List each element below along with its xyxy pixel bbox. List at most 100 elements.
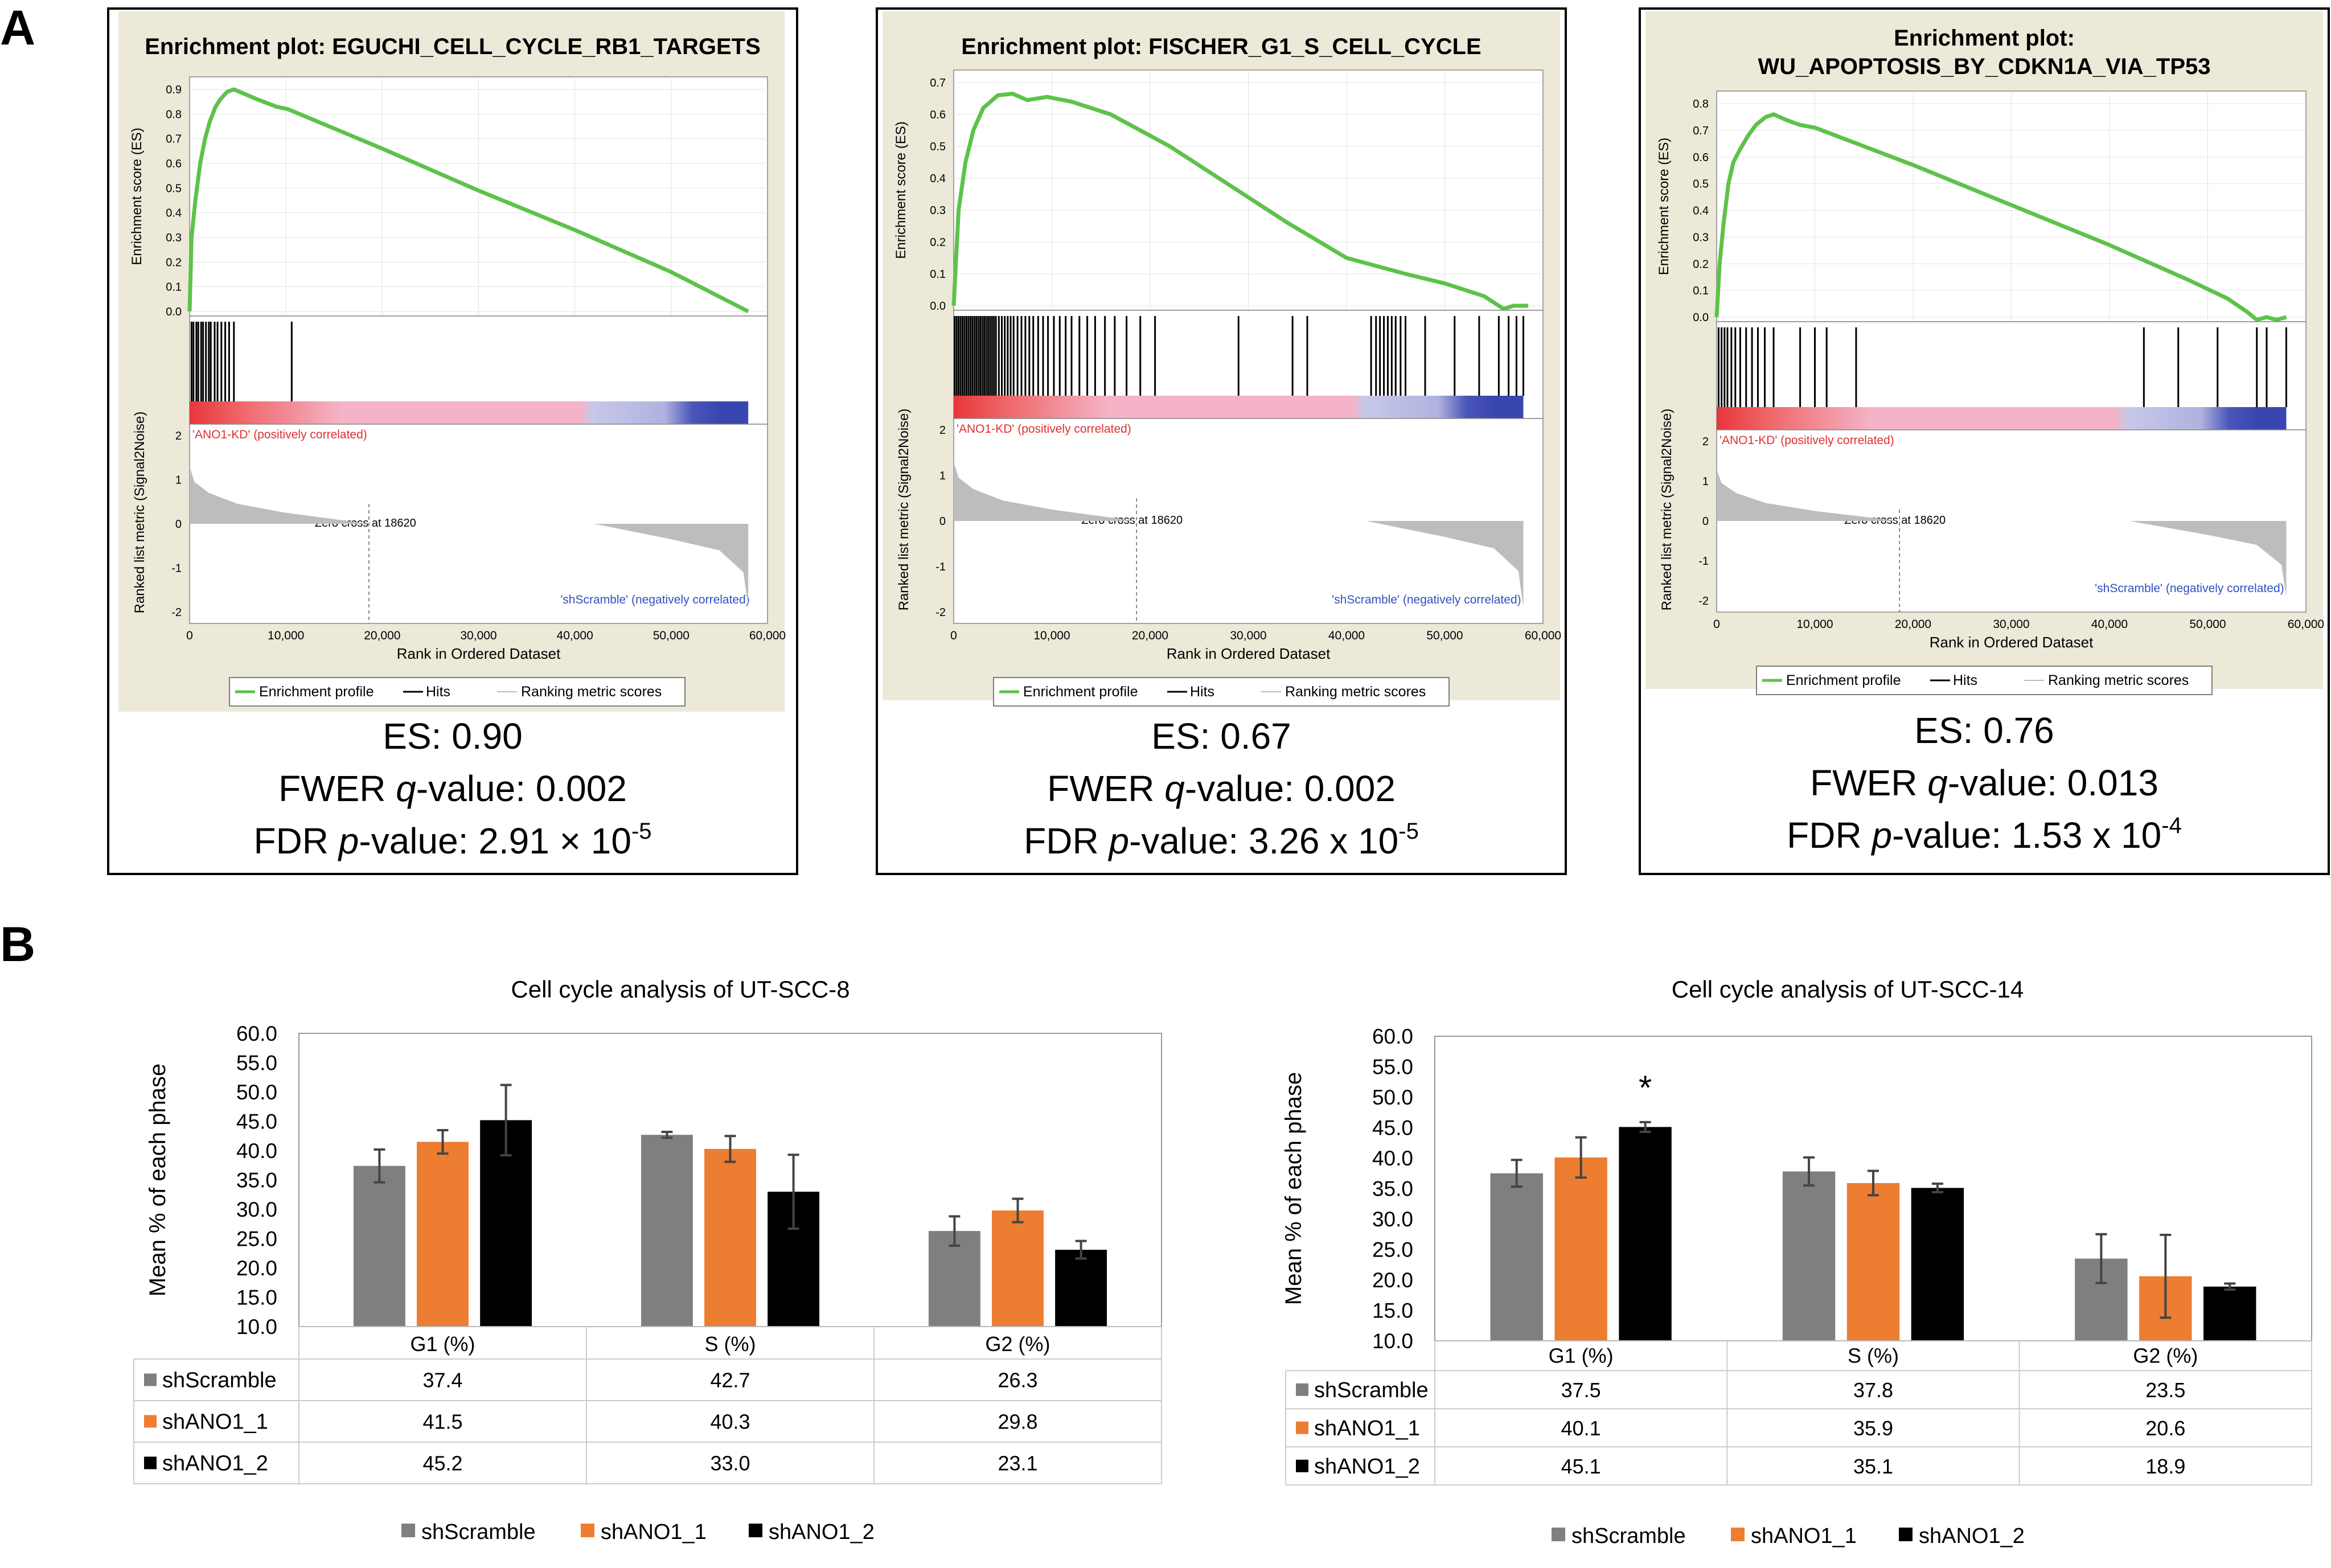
metric-negative-area [2129,521,2287,597]
metric-tick-label: 0 [175,518,182,531]
metric-tick-label: -1 [171,563,182,575]
stat-fwer-part: q [1927,762,1948,803]
legend-swatch-shScramble [401,1524,415,1537]
x-tick-label: 50,000 [2189,618,2226,631]
negative-correlation-label: 'shScramble' (negatively correlated) [2095,582,2284,595]
bar-y-tick-label: 10.0 [236,1315,277,1339]
ranking-color-bar [1717,407,2287,430]
es-tick-label: 0.8 [1693,98,1709,110]
table-value-cell: 37.4 [422,1368,462,1392]
bar-chart-2: Cell cycle analysis of UT-SCC-14 60.0 55.0… [1281,976,2312,1548]
ranking-color-bar [190,401,749,424]
legend-hits-label: Hits [426,684,450,700]
metric-tick-label: -1 [935,561,946,573]
bar-y-axis-label: Mean % of each phase [145,1064,170,1296]
table-value-cell: 18.9 [2145,1455,2185,1478]
metric-positive-area [1717,469,1900,521]
es-tick-label: 0.9 [166,84,182,96]
es-tick-label: 0.3 [1693,231,1709,244]
stat-fwer-part: FWER [278,768,396,809]
x-tick-label: 40,000 [557,629,593,642]
stat-fwer-part: -value: 0.002 [1185,768,1396,809]
bar-y-axis-label: Mean % of each phase [1281,1072,1306,1305]
x-tick-label: 60,000 [749,629,786,642]
bar-shANO1_2 [1055,1250,1107,1327]
stat-fdr-part: FDR [253,820,338,861]
table-series-swatch [1296,1421,1308,1434]
enrichment-profile-line [187,87,749,314]
es-tick-label: 0.7 [930,77,946,89]
table-header-cell: G1 (%) [1549,1344,1614,1367]
positive-correlation-label: 'ANO1-KD' (positively correlated) [1719,434,1894,447]
bar-y-tick-label: 20.0 [1372,1269,1413,1292]
x-tick-label: 0 [950,629,957,642]
table-header-cell: G2 (%) [985,1332,1050,1356]
bar-y-tick-label: 35.0 [1372,1177,1413,1201]
table-header-cell: S (%) [705,1332,756,1356]
stat-fwer-part: -value: 0.013 [1948,762,2158,803]
x-tick-label: 10,000 [268,629,304,642]
gsea-title: Enrichment plot: [1894,26,2075,51]
bar-y-tick-label: 15.0 [236,1286,277,1310]
es-tick-label: 0.7 [166,133,182,146]
ranking-color-bar [954,396,1524,418]
metric-negative-area [1366,521,1524,608]
zero-cross-label: Zero cross at 18620 [1844,514,1946,527]
stat-es: ES: 0.76 [1914,710,2054,751]
stat-fdr-part: p [1107,820,1129,861]
stat-fdr-part: p [338,820,359,861]
stat-fdr: FDR p-value: 2.91 × 10-5 [253,819,651,861]
panel-label-b: B [0,917,35,972]
legend-label-shANO1_1: shANO1_1 [1751,1524,1857,1548]
positive-correlation-label: 'ANO1-KD' (positively correlated) [192,428,367,441]
metric-positive-area [190,466,369,524]
legend-box [229,677,686,707]
metric-tick-label: 1 [1702,475,1709,488]
es-tick-label: 0.4 [166,207,182,220]
bar-shANO1_2 [1619,1127,1672,1341]
metric-tick-label: 0 [939,515,946,528]
x-tick-label: 60,000 [2288,618,2324,631]
legend-hits-label: Hits [1190,684,1214,700]
stat-fdr: FDR p-value: 3.26 x 10-5 [1024,819,1419,861]
x-tick-label: 0 [186,629,193,642]
es-tick-label: 0.7 [1693,125,1709,137]
table-value-cell: 29.8 [998,1410,1037,1433]
gsea-title: WU_APOPTOSIS_BY_CDKN1A_VIA_TP53 [1758,54,2210,79]
x-tick-label: 20,000 [1132,629,1168,642]
legend-swatch-shScramble [1552,1528,1565,1541]
metric-tick-label: 2 [1702,436,1709,448]
es-tick-label: 0.3 [930,204,946,217]
x-tick-label: 30,000 [460,629,496,642]
metric-axis-label: Ranked list metric (Signal2Noise) [896,409,912,611]
es-tick-label: 0.2 [166,256,182,269]
x-tick-label: 50,000 [653,629,690,642]
metric-axis-label: Ranked list metric (Signal2Noise) [1659,409,1675,611]
bar-y-tick-label: 40.0 [1372,1147,1413,1170]
bar-shANO1_2 [1911,1188,1964,1341]
significance-asterisk: * [1639,1069,1652,1107]
legend-profile-label: Enrichment profile [1023,684,1138,700]
bar-y-tick-label: 50.0 [1372,1086,1413,1109]
legend-ranking-label: Ranking metric scores [521,684,662,700]
metric-tick-label: -2 [171,606,182,619]
stat-fdr-part: p [1870,815,1892,856]
x-axis-label: Rank in Ordered Dataset [397,645,561,662]
table-value-cell: 45.2 [422,1451,462,1475]
bar-y-tick-label: 25.0 [1372,1238,1413,1262]
gsea-panel-3: Enrichment plot: WU_APOPTOSIS_BY_CDKN1A_V… [1639,7,2330,875]
x-tick-label: 40,000 [2091,618,2128,631]
es-axis-label: Enrichment score (ES) [893,121,909,258]
metric-tick-label: 1 [939,470,946,482]
table-value-cell: 20.6 [2145,1417,2185,1440]
legend-label-shANO1_2: shANO1_2 [1919,1524,2025,1548]
legend-swatch-shANO1_1 [1731,1528,1745,1541]
stat-fwer-part: -value: 0.002 [416,768,627,809]
enrichment-profile-line [951,92,1529,311]
table-value-cell: 41.5 [422,1410,462,1433]
metric-positive-area [954,462,1137,521]
bar-shScramble [1782,1171,1836,1341]
table-value-cell: 23.5 [2145,1378,2185,1402]
bar-y-tick-label: 55.0 [236,1052,277,1075]
stat-es: ES: 0.90 [383,716,523,757]
